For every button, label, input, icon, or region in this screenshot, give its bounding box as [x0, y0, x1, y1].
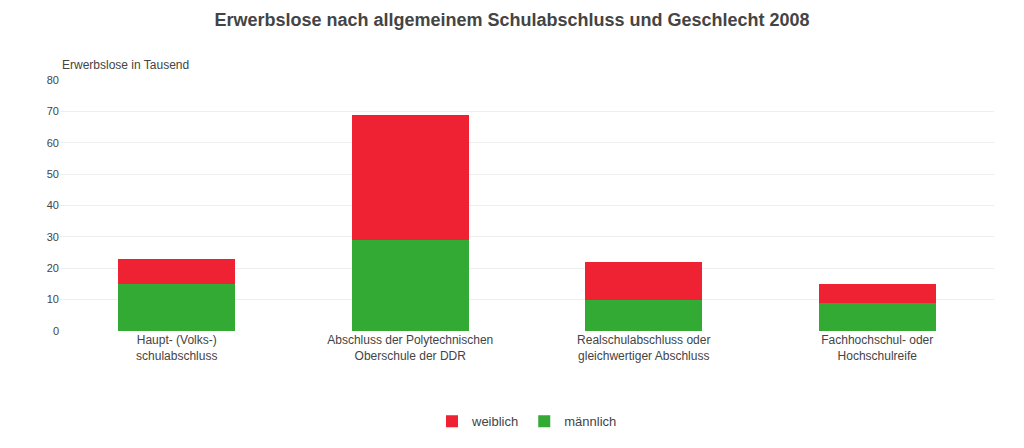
- svg-text:10: 10: [47, 293, 59, 305]
- svg-text:0: 0: [53, 325, 59, 337]
- svg-text:weiblich: weiblich: [471, 414, 518, 429]
- svg-text:Realschulabschluss odergleichw: Realschulabschluss odergleichwertiger Ab…: [577, 333, 710, 363]
- svg-text:60: 60: [47, 137, 59, 149]
- svg-text:Abschluss der PolytechnischenO: Abschluss der PolytechnischenOberschule …: [327, 333, 493, 363]
- svg-text:70: 70: [47, 105, 59, 117]
- svg-text:Haupt- (Volks-)schulabschluss: Haupt- (Volks-)schulabschluss: [136, 333, 217, 363]
- svg-text:30: 30: [47, 231, 59, 243]
- svg-text:50: 50: [47, 168, 59, 180]
- svg-text:Erwerbslose nach allgemeinem S: Erwerbslose nach allgemeinem Schulabschl…: [214, 10, 809, 30]
- svg-text:40: 40: [47, 199, 59, 211]
- svg-text:Erwerbslose in Tausend: Erwerbslose in Tausend: [62, 58, 189, 72]
- svg-text:männlich: männlich: [564, 414, 616, 429]
- svg-text:20: 20: [47, 262, 59, 274]
- svg-text:80: 80: [47, 74, 59, 86]
- svg-text:Fachhochschul- oderHochschulre: Fachhochschul- oderHochschulreife: [821, 333, 933, 363]
